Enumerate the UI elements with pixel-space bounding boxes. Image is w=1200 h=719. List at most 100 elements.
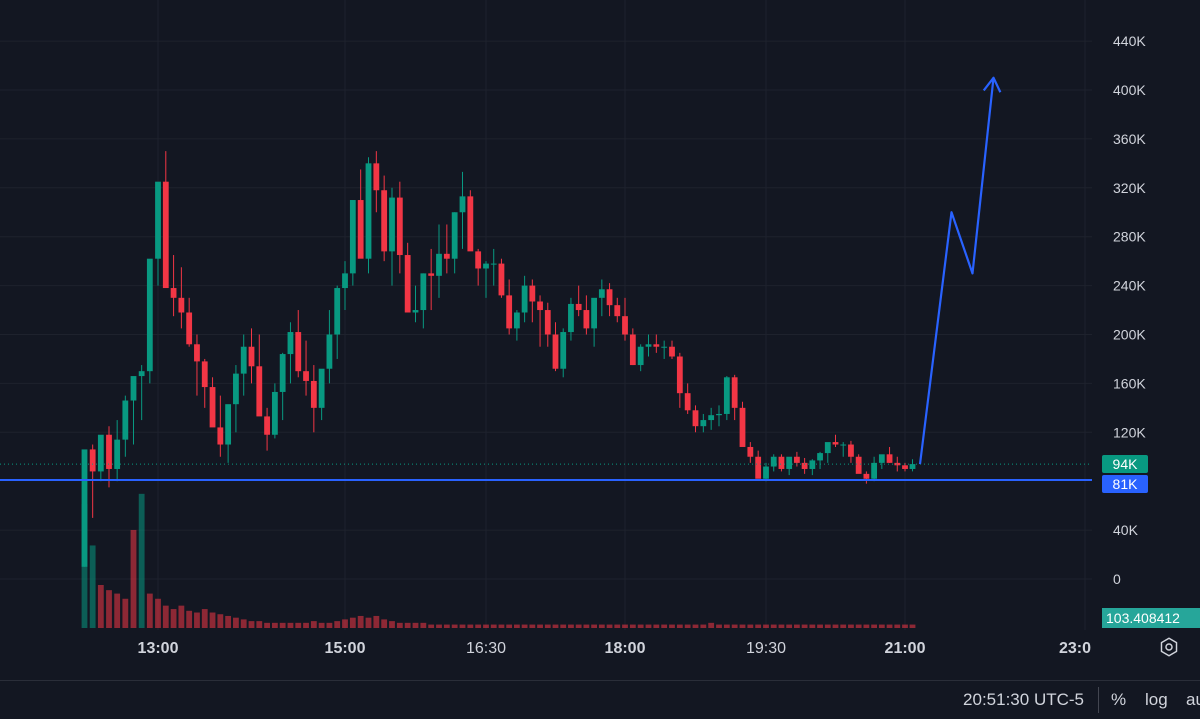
volume-bar [848,624,854,628]
candle-body [832,442,839,445]
volume-bar [342,619,348,628]
candle-body [755,456,762,479]
volume-bar [303,622,309,628]
candle-body [318,368,325,408]
candle-body [287,332,294,355]
candle-body [645,344,652,347]
log-scale-button[interactable]: log [1145,690,1168,709]
candle-body [809,460,816,469]
x-axis-tick-label: 19:30 [745,640,787,657]
status-divider [1098,687,1099,713]
volume-bar [739,624,746,628]
candle-body [529,285,536,302]
candle-body [201,361,208,388]
candle-body [155,181,161,259]
candle-body [271,391,278,435]
volume-bar [217,614,224,628]
candle-body [170,288,177,298]
volume-bar [723,624,730,628]
x-axis-tick-label: 18:00 [604,640,646,657]
x-axis-tick-label: 13:00 [137,640,179,657]
candle-body [264,416,270,435]
clock-readout[interactable]: 20:51:30 UTC-5 [963,690,1084,709]
y-axis-tick-label: 0 [1113,571,1121,587]
volume-bar [653,624,660,628]
volume-bar [708,622,715,628]
gear-icon[interactable] [1158,636,1180,658]
y-axis-tick-label: 400K [1113,82,1146,98]
candle-body [622,316,628,335]
candle-body [404,255,411,313]
volume-bar [240,619,247,628]
volume-bar [575,624,582,628]
volume-bar [747,624,754,628]
candle-body [240,346,247,374]
volume-bar [692,624,699,628]
volume-bar [365,617,372,628]
candle-body [591,297,598,329]
y-axis-tick-label: 440K [1113,33,1146,49]
volume-bar [909,624,916,628]
chart-area[interactable]: 440K 400K 360K 320K 280K 240K 200K 160K 120K 40K 0… [0,0,1200,680]
candle-body [334,288,341,335]
volume-bar [326,622,333,628]
volume-bar [443,624,450,628]
volume-bar [389,621,395,628]
candle-body [871,462,878,479]
volume-bar [318,622,325,628]
volume-bar [357,615,364,628]
volume-bar [622,624,628,628]
volume-bar [529,624,536,628]
candle-body [248,346,255,367]
candle-body [552,334,559,369]
y-axis-tick-label: 360K [1113,131,1146,147]
candle-body [490,263,497,265]
candle-body [451,212,458,259]
candle-body [186,312,193,345]
volume-bar [537,624,543,628]
candle-body [902,465,908,469]
price-chart[interactable]: 440K 400K 360K 320K 280K 240K 200K 160K 120K 40K 0 [0,0,1200,630]
volume-bar [467,624,474,628]
candle-body [412,310,419,313]
candle-body [420,273,427,311]
volume-bar [490,624,497,628]
candle-body [676,356,683,394]
percent-scale-button[interactable]: % [1111,690,1127,709]
candle-body [583,310,590,329]
volume-bar [271,622,278,628]
candle-body [568,303,574,333]
volume-bar [194,612,200,628]
candle-body [217,427,224,445]
candle-body [544,310,551,335]
candle-body [498,263,505,296]
volume-bar [506,624,513,628]
candle-body [739,407,746,447]
volume-bar [786,624,793,628]
volume-bar [459,624,466,628]
candle-body [848,444,854,457]
volume-bar [89,545,96,628]
volume-bar [483,624,489,628]
volume-bar [560,624,567,628]
volume-bar [614,624,621,628]
volume-bar [225,615,232,628]
time-axis[interactable]: 13:00 15:00 16:30 18:00 19:30 21:00 23:0 [0,630,1200,670]
candle-body [661,346,668,348]
candle-body [194,344,200,362]
candle-body [894,462,901,466]
volume-bar [817,624,823,628]
candle-body [122,400,129,440]
y-axis-tick-label: 240K [1113,278,1146,294]
auto-scale-button[interactable]: au [1186,690,1200,709]
candle-body [436,253,442,276]
candle-body [225,404,232,445]
volume-bar [451,624,458,628]
y-axis-tick-label: 320K [1113,180,1146,196]
y-axis-tick-label: 160K [1113,375,1146,391]
volume-bar [146,593,153,628]
candle-body [637,346,644,366]
volume-bar [832,624,839,628]
candle-body [747,446,754,457]
candle-body [138,371,145,377]
